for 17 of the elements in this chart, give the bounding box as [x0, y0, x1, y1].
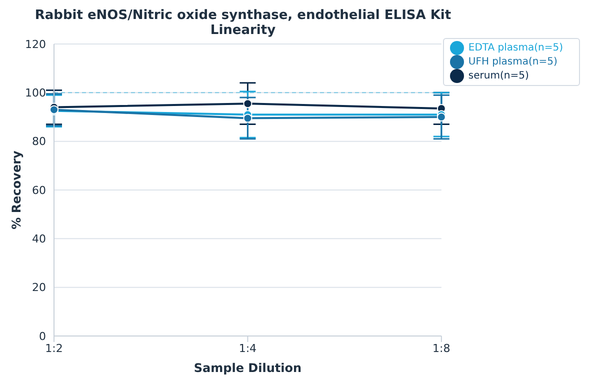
- chart-title: Rabbit eNOS/Nitric oxide synthase, endothelial ELISA Kit: [34, 8, 452, 23]
- y-tick-label: 40: [32, 232, 46, 246]
- legend-label: EDTA plasma(n=5): [468, 42, 563, 54]
- legend-label: UFH plasma(n=5): [468, 56, 558, 68]
- y-tick-label: 20: [32, 281, 46, 294]
- chart-subtitle: Linearity: [209, 23, 277, 38]
- legend-label: serum(n=5): [468, 70, 529, 82]
- x-tick-label: 1:2: [45, 342, 63, 355]
- y-tick-label: 80: [32, 135, 46, 148]
- y-tick-label: 0: [39, 330, 46, 343]
- y-tick-label: 120: [25, 38, 46, 51]
- x-tick-label: 1:8: [432, 342, 450, 355]
- x-axis-title: Sample Dilution: [194, 361, 302, 375]
- y-tick-label: 100: [25, 86, 46, 100]
- y-axis-title: % Recovery: [9, 150, 24, 230]
- y-tick-label: 60: [32, 184, 46, 197]
- x-tick-label: 1:4: [238, 342, 257, 355]
